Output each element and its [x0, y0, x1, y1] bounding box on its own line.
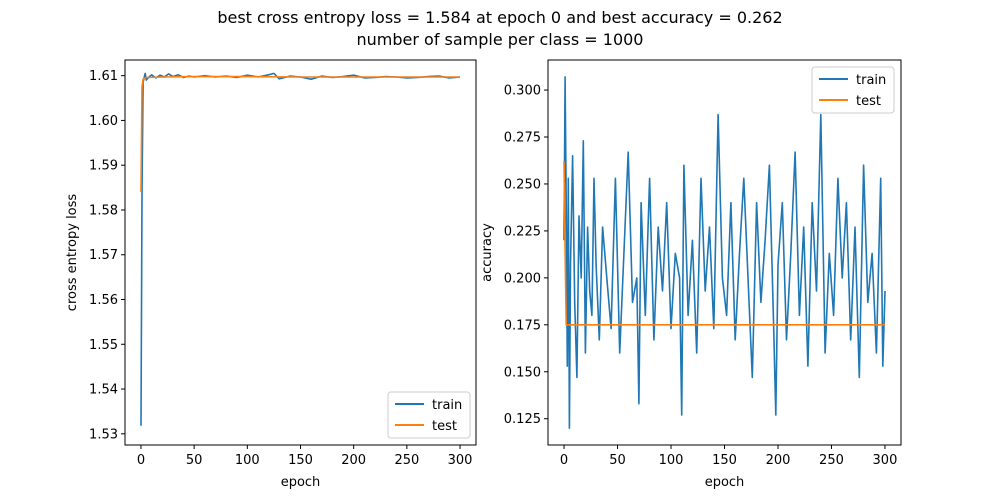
loss-y-tick-label: 1.55: [89, 338, 118, 353]
loss-x-tick-label: 200: [341, 453, 366, 468]
accuracy-y-tick-label: 0.200: [504, 271, 541, 286]
loss-x-tick-label: 100: [235, 453, 260, 468]
loss-x-axis-label: epoch: [281, 475, 321, 490]
loss-legend: train test: [387, 391, 471, 439]
loss-x-tick-label: 300: [448, 453, 473, 468]
accuracy-chart: 0 50 100 150 200 250 300 0.125 0.150 0.175 0.200 0.…: [480, 59, 902, 490]
accuracy-y-tick-label: 0.275: [504, 131, 541, 146]
accuracy-x-tick-label: 100: [659, 453, 684, 468]
accuracy-axis-ticks: 0 50 100 150 200 250 300 0.125 0.150 0.175 0.200 0.…: [504, 84, 898, 468]
loss-x-tick-label: 150: [288, 453, 313, 468]
accuracy-x-tick-label: 200: [766, 453, 791, 468]
accuracy-y-axis-label: accuracy: [480, 223, 495, 282]
accuracy-x-tick-label: 150: [712, 453, 737, 468]
accuracy-x-tick-label: 300: [873, 453, 898, 468]
accuracy-y-tick-label: 0.175: [504, 318, 541, 333]
accuracy-x-tick-label: 250: [819, 453, 844, 468]
loss-y-tick-label: 1.60: [89, 114, 118, 129]
loss-y-tick-label: 1.56: [89, 293, 118, 308]
accuracy-y-tick-label: 0.300: [504, 84, 541, 99]
accuracy-legend-train-label: train: [856, 73, 886, 88]
loss-x-tick-label: 250: [394, 453, 419, 468]
loss-y-tick-label: 1.59: [89, 159, 118, 174]
figure-title-line1: best cross entropy loss = 1.584 at epoch…: [217, 8, 782, 27]
loss-x-tick-label: 0: [137, 453, 145, 468]
accuracy-y-tick-label: 0.125: [504, 412, 541, 427]
accuracy-y-tick-label: 0.250: [504, 177, 541, 192]
accuracy-x-axis-label: epoch: [705, 475, 745, 490]
loss-y-tick-label: 1.54: [89, 383, 118, 398]
loss-y-tick-label: 1.57: [89, 248, 118, 263]
accuracy-legend: train test: [811, 66, 895, 114]
loss-legend-test-label: test: [432, 419, 457, 434]
loss-y-tick-label: 1.53: [89, 427, 118, 442]
loss-axis-ticks: 0 50 100 150 200 250 300 1.53 1.54 1.55 1.56 1.57 1.…: [89, 69, 472, 468]
accuracy-series-train-line: [563, 76, 886, 429]
accuracy-x-tick-label: 50: [609, 453, 626, 468]
loss-y-axis-label: cross entropy loss: [65, 194, 80, 312]
figure-title-line2: number of sample per class = 1000: [357, 30, 644, 49]
loss-y-tick-label: 1.61: [89, 69, 118, 84]
loss-x-tick-label: 50: [186, 453, 203, 468]
loss-legend-train-label: train: [432, 398, 462, 413]
accuracy-series-test-line: [563, 161, 885, 326]
loss-chart: 0 50 100 150 200 250 300 1.53 1.54 1.55 1.56 1.57 1.…: [65, 59, 477, 490]
loss-series-test-line: [140, 75, 460, 193]
loss-y-tick-label: 1.58: [89, 203, 118, 218]
accuracy-x-tick-label: 0: [560, 453, 568, 468]
accuracy-y-tick-label: 0.225: [504, 224, 541, 239]
loss-series-lines: [140, 72, 461, 426]
accuracy-y-tick-label: 0.150: [504, 365, 541, 380]
accuracy-legend-test-label: test: [856, 94, 881, 109]
accuracy-series-lines: [563, 76, 886, 429]
